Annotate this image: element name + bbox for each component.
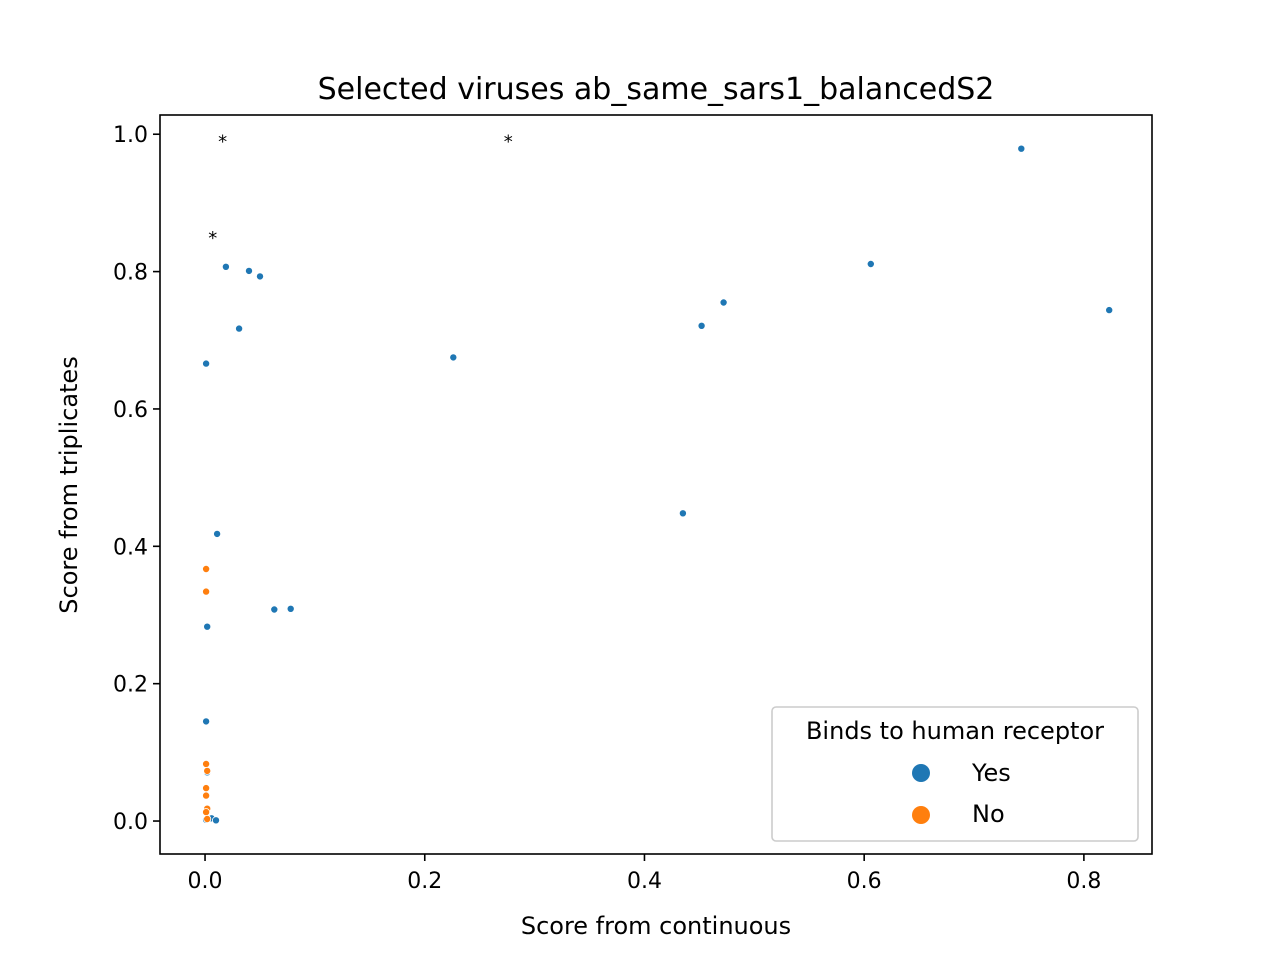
annotation-1: * [504, 132, 513, 153]
point-no-7 [202, 808, 211, 817]
point-no-1 [202, 587, 211, 596]
point-yes-8 [244, 266, 253, 275]
point-no-4 [202, 784, 211, 793]
point-yes-11 [202, 359, 211, 368]
x-tick-label-2: 0.4 [627, 869, 662, 894]
plot-points [202, 144, 1114, 825]
y-tick-label-4: 0.8 [113, 261, 148, 286]
point-yes-2 [866, 259, 875, 268]
x-tick-label-0: 0.0 [188, 869, 223, 894]
point-yes-15 [203, 622, 212, 631]
x-axis-ticks: 0.0 0.2 0.4 0.6 0.8 [188, 854, 1101, 894]
point-no-3 [203, 766, 212, 775]
y-tick-label-5: 1.0 [113, 123, 148, 148]
y-tick-label-3: 0.6 [113, 398, 148, 423]
y-tick-label-2: 0.4 [113, 535, 148, 560]
point-yes-6 [449, 353, 458, 362]
point-yes-16 [202, 717, 211, 726]
plot-frame [159, 114, 1153, 855]
y-tick-label-1: 0.2 [113, 673, 148, 698]
legend-box [771, 706, 1139, 842]
y-axis-ticks: 0.0 0.2 0.4 0.6 0.8 1.0 [113, 123, 160, 835]
point-yes-9 [255, 272, 264, 281]
x-axis-label: Score from continuous [521, 912, 791, 940]
point-yes-3 [719, 298, 728, 307]
point-yes-19 [211, 816, 220, 825]
y-tick-label-0: 0.0 [113, 810, 148, 835]
point-yes-10 [235, 324, 244, 333]
legend-marker-no [912, 806, 930, 824]
point-yes-14 [286, 604, 295, 613]
chart-title: Selected viruses ab_same_sars1_balancedS… [318, 72, 995, 107]
legend-title: Binds to human receptor [806, 717, 1104, 745]
point-yes-1 [1105, 306, 1114, 315]
point-yes-5 [678, 509, 687, 518]
x-tick-label-3: 0.6 [847, 869, 882, 894]
point-no-5 [202, 791, 211, 800]
annotations: * * * [208, 132, 513, 249]
legend-marker-yes [912, 764, 930, 782]
point-no-0 [202, 565, 211, 574]
point-yes-12 [213, 529, 222, 538]
point-no-8 [203, 815, 212, 824]
x-tick-label-1: 0.2 [407, 869, 442, 894]
point-yes-13 [270, 605, 279, 614]
y-axis-label: Score from triplicates [55, 356, 83, 613]
annotation-2: * [208, 228, 217, 249]
annotation-0: * [218, 132, 227, 153]
x-tick-label-4: 0.8 [1066, 869, 1101, 894]
legend: Binds to human receptor Yes No [771, 706, 1139, 842]
point-no-2 [202, 760, 211, 769]
legend-label-yes: Yes [971, 759, 1011, 787]
point-yes-7 [221, 262, 230, 271]
point-yes-0 [1017, 144, 1026, 153]
point-yes-4 [697, 321, 706, 330]
legend-label-no: No [972, 800, 1005, 828]
